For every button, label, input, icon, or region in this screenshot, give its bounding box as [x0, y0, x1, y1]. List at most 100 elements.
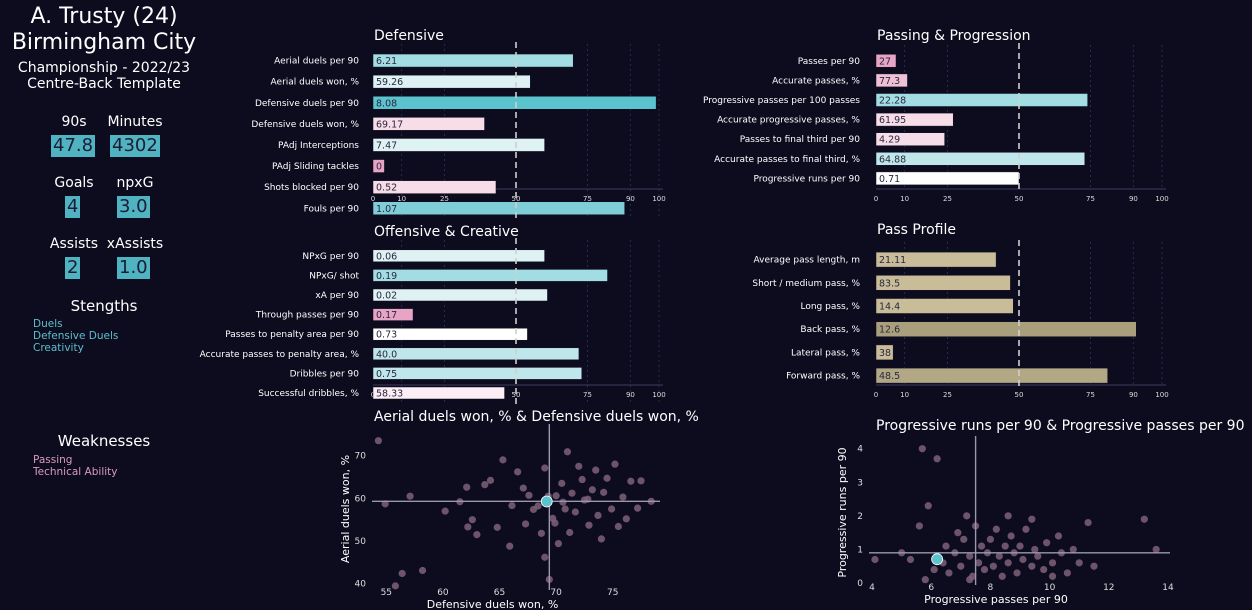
scatter-point — [566, 528, 574, 537]
highlight-point — [931, 553, 944, 566]
y-tick-label: 4 — [857, 445, 863, 455]
scatter-point — [1007, 532, 1015, 540]
weakness-item: Passing — [33, 454, 73, 466]
scatter-point — [1048, 572, 1057, 580]
scatter-point — [486, 476, 495, 484]
scatter-point — [924, 502, 932, 510]
x-tick-label: 90 — [1129, 391, 1138, 399]
y-tick-label: 1 — [857, 545, 863, 555]
bar — [372, 249, 545, 263]
category-label: Aerial duels won, % — [271, 78, 360, 88]
x-axis-label: Progressive passes per 90 — [924, 593, 1068, 606]
scatter-point — [552, 492, 560, 500]
y-axis-label: Progressive runs per 90 — [836, 447, 849, 577]
x-tick-label: 50 — [1015, 391, 1024, 399]
scatter-point — [1069, 545, 1077, 554]
x-tick-label: 0 — [371, 195, 375, 203]
xassists-value: 1.0 — [117, 257, 150, 279]
scatter-point — [1028, 515, 1036, 523]
bar-value-label: 59.26 — [376, 77, 403, 88]
weaknesses-title: Weaknesses — [57, 432, 151, 450]
category-label: xA per 90 — [315, 291, 359, 301]
category-label: PAdj Interceptions — [278, 141, 359, 151]
bar-value-label: 0.02 — [376, 291, 397, 302]
scatter-point — [634, 504, 642, 512]
bar-value-label: 27 — [879, 56, 891, 67]
scatter-point — [525, 491, 533, 499]
y-tick-label: 70 — [355, 452, 367, 462]
bar-value-label: 58.33 — [376, 389, 403, 400]
scatter-point — [1054, 532, 1063, 540]
category-label: Dribbles per 90 — [290, 369, 360, 379]
scatter-point — [960, 535, 968, 543]
scatter-point — [473, 531, 481, 539]
bar — [875, 54, 897, 68]
bar — [372, 74, 531, 89]
scatter-point — [1022, 525, 1030, 533]
x-tick-label: 100 — [1155, 391, 1168, 399]
scatter-point — [954, 529, 962, 537]
scatter-point — [600, 488, 608, 496]
scatter-point — [980, 565, 989, 574]
y-tick-label: 2 — [857, 512, 863, 522]
x-tick-label: 90 — [626, 391, 635, 399]
bar — [372, 347, 580, 361]
scatter-point — [603, 474, 611, 482]
scatter-point — [622, 515, 630, 523]
scatter-point — [933, 455, 941, 463]
category-label: Defensive duels per 90 — [255, 99, 359, 109]
bar-value-label: 21.11 — [879, 255, 906, 266]
y-tick-label: 60 — [355, 494, 367, 504]
bar-value-label: 7.47 — [376, 140, 397, 151]
chart-title: Offensive & Creative — [374, 224, 519, 240]
scatter-point — [921, 576, 929, 584]
bar-value-label: 0.17 — [376, 310, 397, 321]
scatter-point — [534, 502, 542, 510]
scatter-point — [558, 479, 566, 487]
x-tick-label: 75 — [583, 195, 592, 203]
x-tick-label: 4 — [869, 583, 875, 593]
scatter-point — [441, 507, 449, 515]
category-label: Forward pass, % — [786, 372, 860, 382]
scatter-point — [1043, 539, 1051, 547]
x-tick-label: 25 — [440, 195, 449, 203]
bar — [372, 138, 545, 152]
scatter-point — [563, 448, 572, 456]
category-label: Passes to penalty area per 90 — [225, 330, 359, 340]
scatter-point — [481, 481, 489, 489]
scatter-point — [554, 539, 562, 548]
scatter-point — [592, 466, 600, 474]
weakness-item: Technical Ability — [33, 466, 118, 478]
bar-value-label: 83.5 — [879, 278, 900, 289]
x-tick-label: 100 — [652, 391, 665, 399]
scatter-point — [398, 569, 406, 578]
x-tick-label: 90 — [626, 195, 635, 203]
x-tick-label: 50 — [512, 391, 521, 399]
x-tick-label: 75 — [583, 391, 592, 399]
minutes-label: Minutes — [107, 114, 163, 130]
bar — [372, 180, 497, 194]
x-tick-label: 50 — [512, 195, 521, 203]
chart-title: Aerial duels won, % & Defensive duels wo… — [374, 409, 699, 425]
scatter-point — [627, 477, 635, 485]
scatter-point — [992, 525, 1000, 533]
bar — [875, 152, 1086, 166]
scatter-point — [464, 523, 472, 531]
scatter-point — [561, 505, 569, 513]
scatter-point — [506, 542, 514, 550]
scatter-point — [381, 500, 389, 508]
bar-value-label: 12.6 — [879, 325, 900, 336]
category-label: Passes per 90 — [798, 57, 861, 67]
bar-value-label: 22.28 — [879, 96, 906, 107]
bar — [372, 96, 657, 110]
scatter-point — [463, 483, 471, 491]
category-label: Accurate passes to penalty area, % — [200, 350, 360, 360]
y-axis-label: Aerial duels won, % — [339, 455, 352, 563]
scatter-point — [406, 492, 414, 500]
bar-value-label: 1.07 — [376, 204, 397, 215]
x-tick-label: 100 — [1155, 195, 1168, 203]
chart-title: Pass Profile — [877, 222, 956, 238]
scatter-point — [571, 508, 579, 516]
minutes-value: 4302 — [110, 135, 160, 157]
